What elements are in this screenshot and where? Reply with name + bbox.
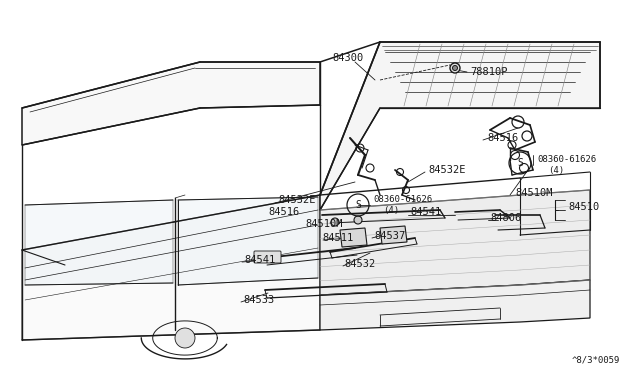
- Text: S: S: [355, 200, 361, 210]
- FancyBboxPatch shape: [254, 251, 281, 263]
- Polygon shape: [22, 195, 320, 340]
- Text: 08360-61626: 08360-61626: [537, 155, 596, 164]
- Circle shape: [450, 63, 460, 73]
- Text: 84541: 84541: [244, 255, 275, 265]
- Text: 78810P: 78810P: [470, 67, 508, 77]
- Circle shape: [354, 216, 362, 224]
- Text: 84516: 84516: [268, 207, 300, 217]
- Polygon shape: [25, 200, 173, 285]
- Polygon shape: [178, 197, 318, 285]
- Text: 84300: 84300: [332, 53, 364, 63]
- Text: 84510M: 84510M: [515, 188, 552, 198]
- Text: 84510: 84510: [568, 202, 599, 212]
- Polygon shape: [380, 226, 407, 244]
- Text: 84532E: 84532E: [428, 165, 465, 175]
- Circle shape: [452, 65, 458, 71]
- Text: 84516: 84516: [487, 133, 518, 143]
- Text: 08360-61626: 08360-61626: [373, 196, 432, 205]
- Text: 84537: 84537: [374, 231, 405, 241]
- Text: (4): (4): [383, 206, 399, 215]
- Text: 84511: 84511: [322, 233, 353, 243]
- Text: 84532E: 84532E: [278, 195, 316, 205]
- Circle shape: [175, 328, 195, 348]
- Text: 84806: 84806: [490, 213, 521, 223]
- Text: 84532: 84532: [344, 259, 375, 269]
- Text: 84533: 84533: [243, 295, 275, 305]
- Text: 84541: 84541: [410, 207, 441, 217]
- Polygon shape: [22, 62, 320, 145]
- Text: 84510M: 84510M: [305, 219, 342, 229]
- Polygon shape: [320, 280, 590, 330]
- Text: ^8/3*0059: ^8/3*0059: [572, 356, 620, 365]
- Polygon shape: [320, 190, 590, 295]
- Text: (4): (4): [548, 167, 564, 176]
- Circle shape: [331, 218, 339, 226]
- Polygon shape: [340, 228, 367, 247]
- Text: S: S: [517, 158, 523, 168]
- Polygon shape: [320, 42, 600, 210]
